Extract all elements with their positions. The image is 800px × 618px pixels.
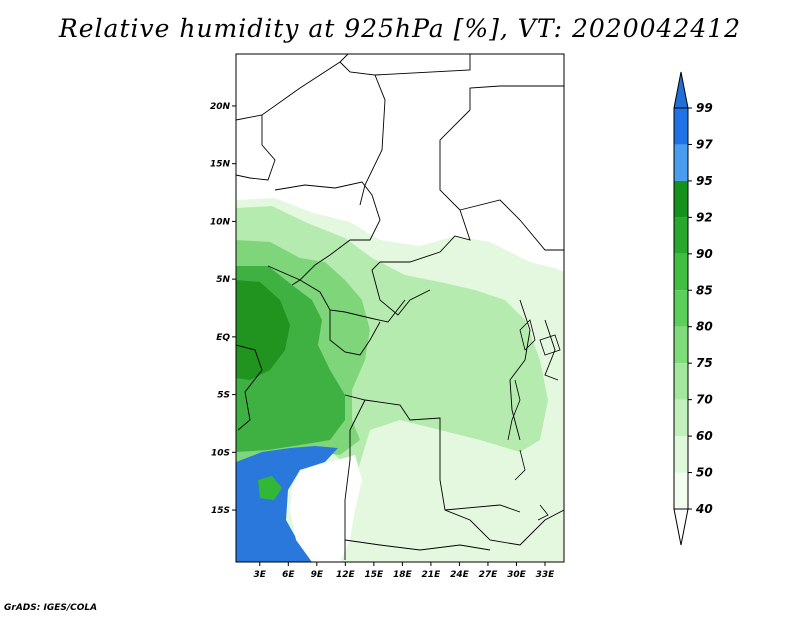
colorbar-label: 90 [696,247,713,261]
colorbar-label: 40 [695,502,713,516]
lon-label: 15E [365,570,385,580]
lat-label: 10S [211,448,230,458]
colorbar-label: 95 [696,174,713,188]
colorbar-label: 80 [696,320,713,334]
colorbar-top-arrow [673,71,689,109]
lon-label: 6E [282,570,295,580]
lon-label: 24E [450,570,470,580]
colorbar-segment [674,144,688,181]
lat-label: 20N [210,102,231,112]
lat-label: 15S [211,506,230,516]
lon-label: 12E [336,570,356,580]
colorbar: 99 97 95 92 90 85 80 75 70 60 50 40 [673,71,713,546]
colorbar-frame [673,107,689,510]
humidity-region-darkest [236,280,290,380]
humidity-field [236,54,564,562]
lon-label: 9E [311,570,324,580]
colorbar-label: 75 [696,356,713,370]
lon-label: 33E [536,570,556,580]
colorbar-label: 50 [696,466,713,480]
lat-label: 10N [210,217,231,227]
colorbar-segment [674,363,688,400]
colorbar-segment [674,472,688,509]
colorbar-label: 60 [696,429,713,443]
colorbar-bottom-arrow [673,508,689,546]
colorbar-segment [674,253,688,291]
lat-label: 5S [217,391,230,401]
colorbar-segment [674,180,688,218]
colorbar-label: 99 [696,101,713,115]
colorbar-segment [674,290,688,327]
colorbar-segment [674,108,688,145]
longitude-axis: 3E 6E 9E 12E 15E 18E 21E 24E 27E 30E 33E [254,562,556,580]
lon-label: 3E [254,570,267,580]
colorbar-segment [674,217,688,254]
colorbar-segment [674,436,688,473]
lakes [507,319,561,521]
grads-credit: GrADS: IGES/COLA [4,603,98,613]
colorbar-label: 92 [696,210,713,224]
lon-label: 27E [479,570,499,580]
colorbar-label: 70 [696,393,713,407]
lat-label: EQ [216,333,230,343]
country-borders [236,54,564,560]
humidity-region-white-south [290,455,362,562]
lat-label: 5N [216,275,230,285]
humidity-region-blue [236,446,338,562]
map-title: Relative humidity at 925hPa [%], VT: 202… [58,14,742,43]
colorbar-label: 97 [696,137,713,151]
lon-label: 18E [393,570,413,580]
colorbar-label: 85 [696,283,713,297]
colorbar-segment [674,326,688,364]
lon-label: 30E [507,570,527,580]
lat-label: 15N [210,160,231,170]
colorbar-segment [674,399,688,437]
map-frame [235,53,565,563]
humidity-region-bright-green-patch [258,476,282,500]
lon-label: 21E [422,570,442,580]
latitude-axis: 20N 15N 10N 5N EQ 5S 10S 15S [210,102,236,516]
